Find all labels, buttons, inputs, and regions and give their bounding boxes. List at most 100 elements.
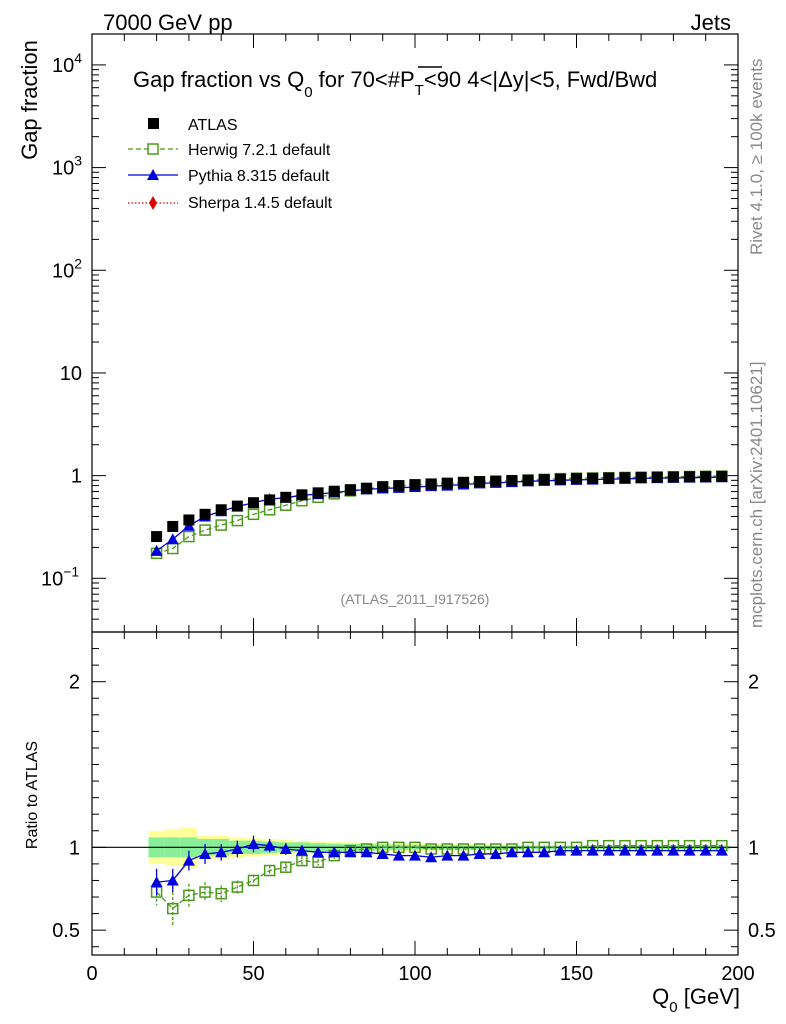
ratio-data-point [441, 849, 454, 861]
lower-y-tick-label-right: 1 [748, 837, 759, 859]
ratio-data-point [457, 849, 470, 861]
ratio-data-point [247, 874, 260, 887]
upper-data-point [361, 482, 373, 494]
rivet-label: Rivet 4.1.0, ≥ 100k events [747, 59, 766, 255]
upper-data-point [183, 530, 195, 543]
upper-data-point [651, 471, 663, 483]
ratio-data-point [699, 844, 712, 856]
upper-series-line [156, 476, 722, 552]
ratio-data-point [279, 842, 292, 854]
legend-label-sherpa: Sherpa 1.4.5 default [188, 195, 333, 212]
ratio-data-point [328, 846, 341, 858]
lower-y-tick-label-left: 0.5 [52, 920, 80, 942]
upper-data-point [247, 508, 260, 521]
ratio-data-point [409, 849, 421, 861]
upper-data-point [490, 475, 502, 487]
ratio-data-point [199, 847, 212, 859]
lower-y-axis-label: Ratio to ATLAS [24, 741, 41, 849]
ratio-data-point [150, 876, 163, 888]
ratio-data-point [280, 861, 292, 873]
upper-data-point [377, 481, 389, 493]
legend-marker-sherpa [149, 196, 157, 210]
ratio-data-point [182, 854, 195, 866]
upper-data-point [199, 508, 211, 520]
chart-title: Gap fraction vs Q0 for 70<#PT<90 4<|Δy|<… [133, 67, 657, 101]
ratio-data-point [554, 844, 567, 856]
upper-y-tick-label: 10 [60, 363, 82, 385]
upper-data-point [344, 484, 356, 496]
upper-data-point [264, 494, 276, 506]
upper-data-point [635, 471, 647, 483]
legend-label-atlas: ATLAS [188, 117, 238, 134]
legend-label-herwig: Herwig 7.2.1 default [188, 142, 331, 159]
x-tick-label: 0 [86, 963, 97, 985]
ratio-data-point [376, 847, 389, 859]
upper-data-point [166, 533, 179, 545]
upper-data-point [684, 471, 696, 483]
ratio-data-point [505, 846, 518, 858]
upper-data-point [199, 524, 211, 536]
x-tick-label: 50 [242, 963, 264, 985]
ratio-data-point [392, 849, 405, 861]
upper-y-tick-label: 102 [52, 255, 82, 282]
upper-data-point [425, 478, 437, 490]
upper-data-point [603, 472, 615, 484]
lower-y-tick-label-right: 2 [748, 672, 759, 694]
ratio-data-point [215, 887, 227, 900]
ratio-series-line [156, 845, 722, 910]
upper-data-point [167, 520, 179, 532]
ratio-data-point [167, 902, 179, 915]
upper-y-tick-label: 103 [52, 153, 82, 180]
ratio-data-point [635, 844, 648, 856]
upper-data-point [183, 514, 195, 526]
ratio-data-point [199, 886, 211, 898]
upper-data-point [296, 489, 308, 501]
ratio-data-point [183, 889, 195, 902]
lower-y-tick-label-right: 0.5 [748, 920, 776, 942]
upper-data-point [312, 487, 324, 499]
upper-data-point [231, 514, 244, 527]
ratio-data-point [667, 844, 680, 856]
upper-data-point [215, 519, 227, 531]
upper-data-point [151, 531, 163, 543]
upper-y-axis-label: Gap fraction [17, 40, 42, 160]
upper-data-point [457, 476, 469, 488]
legend-label-pythia: Pythia 8.315 default [188, 168, 330, 185]
ratio-data-point [586, 844, 599, 856]
legend-marker-pythia [147, 169, 159, 180]
ratio-data-point [231, 881, 244, 893]
upper-data-point [280, 491, 292, 503]
upper-data-point [716, 470, 728, 482]
upper-data-point [667, 471, 679, 483]
ratio-data-point [263, 864, 276, 877]
ratio-data-point [651, 844, 664, 856]
ratio-data-point [473, 847, 486, 859]
upper-data-point [506, 475, 518, 487]
ratio-data-point [425, 851, 438, 863]
upper-data-point [587, 472, 599, 484]
ratio-data-point [215, 846, 228, 858]
ratio-data-point [683, 844, 696, 856]
upper-data-point [571, 473, 582, 485]
header-right: Jets [691, 10, 731, 35]
ratio-data-point [602, 844, 615, 856]
ratio-data-point [522, 846, 535, 858]
upper-data-point [619, 472, 631, 484]
ratio-data-point [247, 838, 260, 850]
ratio-data-point [344, 846, 357, 858]
upper-data-point [441, 477, 453, 489]
upper-y-tick-label: 10−1 [41, 563, 79, 590]
ratio-data-point [489, 847, 502, 859]
upper-data-point [248, 497, 259, 509]
ratio-data-point [570, 844, 583, 856]
ratio-data-point [715, 844, 728, 856]
title-overline-p: P [400, 67, 415, 92]
upper-data-point [538, 474, 550, 486]
legend: ATLAS Herwig 7.2.1 default Pythia 8.315 … [128, 117, 333, 212]
ratio-data-point [263, 839, 276, 851]
upper-y-tick-label: 104 [52, 50, 82, 77]
mcplots-label: mcplots.cern.ch [arXiv:2401.10621] [747, 362, 766, 628]
ratio-data-point [312, 846, 325, 858]
upper-data-point [700, 471, 712, 483]
